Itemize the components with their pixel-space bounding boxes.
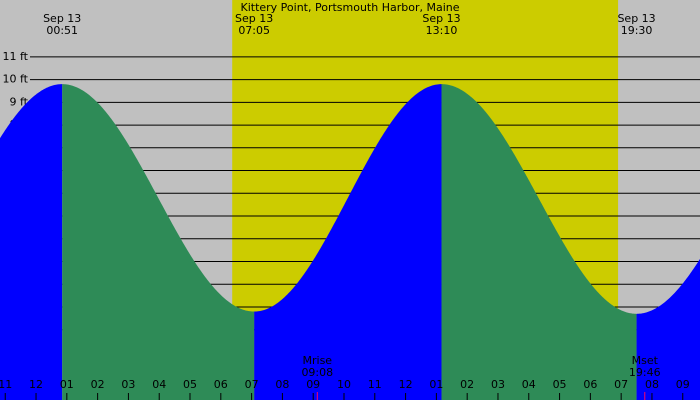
tide-time: 13:10: [426, 24, 458, 37]
moon-event: Mset: [632, 354, 659, 367]
x-tick-label: 11: [0, 378, 12, 391]
moon-event: Mrise: [303, 354, 333, 367]
x-tick-label: 12: [399, 378, 413, 391]
tide-time: 00:51: [46, 24, 78, 37]
y-tick-label: 10 ft: [3, 73, 29, 86]
x-tick-label: 02: [91, 378, 105, 391]
falling-tide: [441, 84, 637, 400]
x-tick-label: 09: [306, 378, 320, 391]
x-tick-label: 10: [337, 378, 351, 391]
chart-title: Kittery Point, Portsmouth Harbor, Maine: [240, 1, 459, 14]
x-tick-label: 08: [645, 378, 659, 391]
x-tick-label: 09: [676, 378, 690, 391]
x-tick-label: 05: [553, 378, 567, 391]
x-tick-label: 03: [491, 378, 505, 391]
x-tick-label: 04: [152, 378, 166, 391]
tide-date: Sep 13: [617, 12, 655, 25]
y-tick-label: 9 ft: [10, 95, 29, 108]
x-tick-label: 05: [183, 378, 197, 391]
x-tick-label: 04: [522, 378, 536, 391]
x-tick-label: 03: [121, 378, 135, 391]
falling-tide: [62, 84, 255, 400]
x-tick-label: 07: [245, 378, 259, 391]
tide-date: Sep 13: [235, 12, 273, 25]
tide-date: Sep 13: [422, 12, 460, 25]
x-tick-label: 02: [460, 378, 474, 391]
moon-time: 09:08: [301, 366, 333, 379]
tide-date: Sep 13: [43, 12, 81, 25]
x-tick-label: 07: [614, 378, 628, 391]
tide-time: 19:30: [621, 24, 653, 37]
rising-tide: [636, 258, 700, 400]
rising-tide: [0, 84, 63, 400]
y-tick-label: 11 ft: [3, 50, 29, 63]
x-tick-label: 06: [583, 378, 597, 391]
rising-tide: [254, 84, 442, 400]
moon-time: 19:46: [629, 366, 661, 379]
tide-time: 07:05: [238, 24, 270, 37]
x-tick-label: 06: [214, 378, 228, 391]
x-tick-label: 01: [429, 378, 443, 391]
x-tick-label: 08: [275, 378, 289, 391]
x-tick-label: 01: [60, 378, 74, 391]
x-tick-label: 12: [29, 378, 43, 391]
x-tick-label: 11: [368, 378, 382, 391]
